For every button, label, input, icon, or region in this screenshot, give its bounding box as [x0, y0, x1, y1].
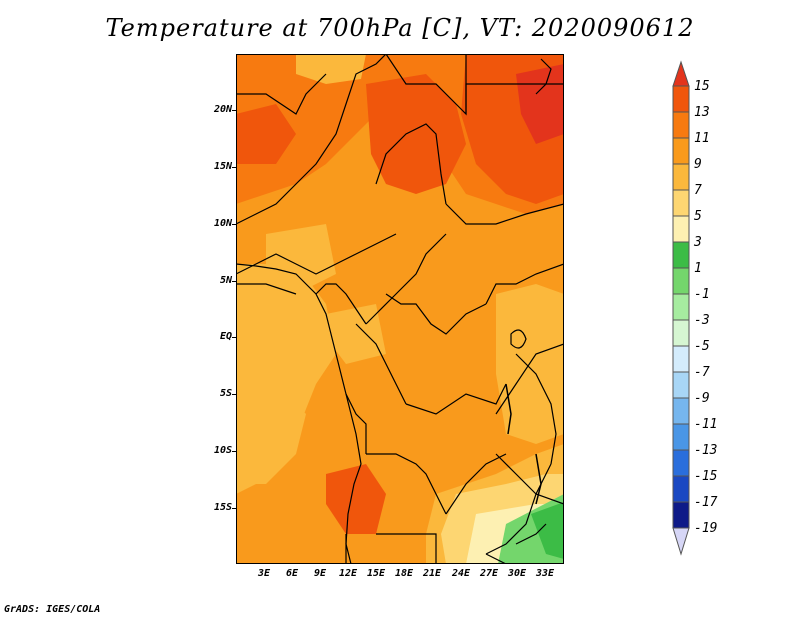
- coastline: [236, 263, 362, 564]
- red-sea-coast: [535, 58, 552, 95]
- lon-label-21e: 21E: [422, 568, 442, 579]
- lon-label-27e: 27E: [479, 568, 499, 579]
- colorbar-bin: [672, 345, 690, 373]
- lon-label-15e: 15E: [366, 568, 386, 579]
- credit-text: GrADS: IGES/COLA: [4, 604, 101, 615]
- south-hot-patch: [326, 464, 386, 534]
- colorbar-label-neg19: -19: [694, 521, 718, 536]
- lat-label-15s: 15S: [213, 502, 232, 513]
- colorbar-bin: [672, 371, 690, 399]
- lake-tanganyika: [505, 383, 512, 435]
- colorbar-bin: [672, 449, 690, 477]
- lake-victoria: [510, 329, 527, 349]
- temperature-map: [236, 54, 564, 564]
- colorbar-label-13: 13: [694, 105, 710, 120]
- colorbar-label-7: 7: [694, 183, 702, 198]
- lat-tick: [232, 167, 236, 168]
- colorbar-top-arrow: [672, 60, 690, 87]
- lat-tick: [232, 451, 236, 452]
- lon-label-30e: 30E: [507, 568, 527, 579]
- lat-label-15n: 15N: [213, 161, 232, 172]
- colorbar: [672, 60, 690, 556]
- north-warm-patch: [266, 224, 336, 294]
- lat-tick: [232, 281, 236, 282]
- colorbar-bin: [672, 215, 690, 243]
- colorbar-label-3: 3: [694, 235, 702, 250]
- colorbar-bin: [672, 267, 690, 295]
- colorbar-label-neg5: -5: [694, 339, 710, 354]
- colorbar-bin: [672, 293, 690, 321]
- lon-label-18e: 18E: [394, 568, 414, 579]
- colorbar-bin: [672, 111, 690, 139]
- lat-label-eq: EQ: [219, 331, 232, 342]
- southeast-green-dark: [531, 502, 564, 559]
- colorbar-bin: [672, 163, 690, 191]
- lon-label-6e: 6E: [285, 568, 299, 579]
- colorbar-label-neg3: -3: [694, 313, 710, 328]
- colorbar-label-11: 11: [694, 131, 710, 146]
- northwest-hot: [236, 104, 296, 164]
- lon-label-12e: 12E: [338, 568, 358, 579]
- colorbar-bin: [672, 137, 690, 165]
- colorbar-bin: [672, 241, 690, 269]
- colorbar-label-neg13: -13: [694, 443, 718, 458]
- colorbar-bin: [672, 501, 690, 529]
- lat-label-5n: 5N: [219, 275, 232, 286]
- lon-label-3e: 3E: [257, 568, 271, 579]
- colorbar-bin: [672, 423, 690, 451]
- north-cooler-patch: [296, 54, 366, 84]
- colorbar-bin: [672, 397, 690, 425]
- lon-label-33e: 33E: [535, 568, 555, 579]
- colorbar-label-neg9: -9: [694, 391, 710, 406]
- lat-label-10s: 10S: [213, 445, 232, 456]
- map-frame: [236, 54, 564, 564]
- colorbar-bottom-arrow: [672, 527, 690, 556]
- colorbar-label-neg17: -17: [694, 495, 718, 510]
- colorbar-bin: [672, 475, 690, 503]
- colorbar-label-neg11: -11: [694, 417, 718, 432]
- lat-tick: [232, 224, 236, 225]
- lat-tick: [232, 110, 236, 111]
- colorbar-label-5: 5: [694, 209, 702, 224]
- lat-tick: [232, 394, 236, 395]
- sahara-hot-core: [366, 74, 466, 194]
- lat-tick: [232, 508, 236, 509]
- country-borders: [236, 54, 564, 564]
- lon-label-9e: 9E: [313, 568, 327, 579]
- colorbar-label-neg1: -1: [694, 287, 710, 302]
- lat-label-20n: 20N: [213, 104, 232, 115]
- west-warm-band-2: [236, 384, 306, 484]
- temperature-field: [236, 54, 564, 564]
- lat-tick: [232, 337, 236, 338]
- colorbar-label-1: 1: [694, 261, 702, 276]
- lat-label-5s: 5S: [219, 388, 232, 399]
- lat-label-10n: 10N: [213, 218, 232, 229]
- colorbar-label-neg15: -15: [694, 469, 718, 484]
- colorbar-bin: [672, 85, 690, 113]
- map-title: Temperature at 700hPa [C], VT: 202009061…: [105, 14, 695, 42]
- lon-label-24e: 24E: [451, 568, 471, 579]
- colorbar-bin: [672, 189, 690, 217]
- colorbar-label-neg7: -7: [694, 365, 710, 380]
- colorbar-label-9: 9: [694, 157, 702, 172]
- colorbar-label-15: 15: [694, 79, 710, 94]
- lake-malawi: [535, 453, 542, 505]
- colorbar-bin: [672, 319, 690, 347]
